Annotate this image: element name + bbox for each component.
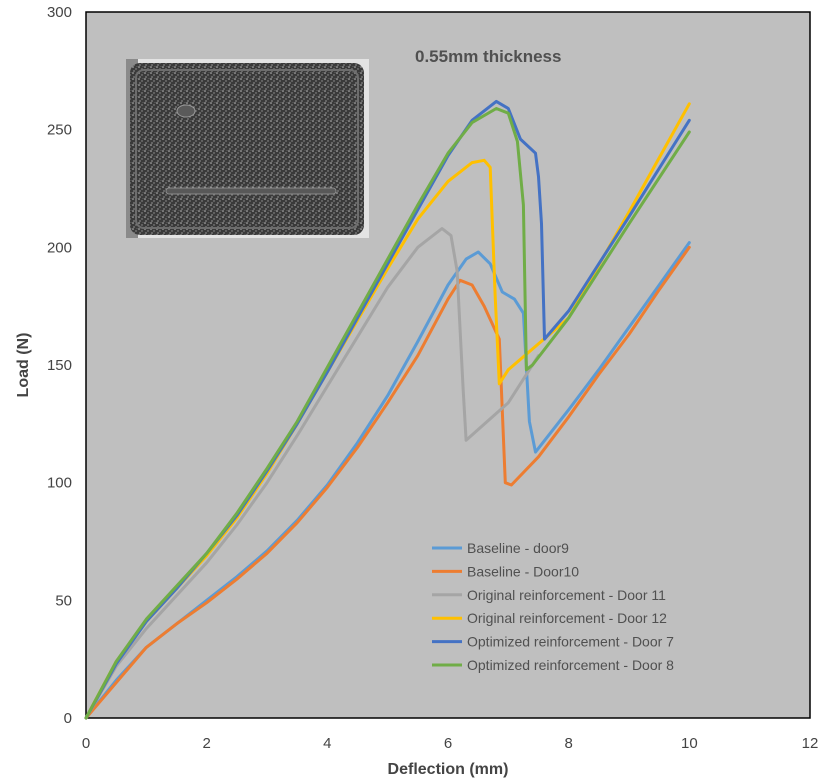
legend-label-1: Baseline - door9: [467, 540, 569, 556]
legend: Baseline - door9 Baseline - Door10 Origina…: [432, 540, 674, 673]
series-line-6: [84, 107, 691, 720]
x-tick-label: 2: [202, 735, 210, 752]
legend-label-4: Original reinforcement - Door 12: [467, 610, 667, 626]
inset-door-photo: [126, 59, 369, 238]
chart-annotation: 0.55mm thickness: [415, 47, 561, 66]
x-tick-label: 6: [444, 735, 452, 752]
series-line-2: [84, 245, 691, 720]
y-axis-title: Load (N): [15, 333, 32, 398]
y-tick-label: 200: [47, 239, 72, 256]
x-tick-label: 4: [323, 735, 331, 752]
legend-label-5: Optimized reinforcement - Door 7: [467, 634, 674, 650]
y-tick-label: 300: [47, 4, 72, 21]
legend-label-2: Baseline - Door10: [467, 563, 579, 579]
legend-label-6: Optimized reinforcement - Door 8: [467, 657, 674, 673]
x-tick-label: 12: [802, 735, 819, 752]
series-group: [84, 99, 691, 720]
x-tick-label: 10: [681, 735, 698, 752]
y-tick-label: 150: [47, 357, 72, 374]
y-tick-label: 250: [47, 122, 72, 139]
x-tick-label: 0: [82, 735, 90, 752]
x-tick-label: 8: [564, 735, 572, 752]
legend-label-3: Original reinforcement - Door 11: [467, 587, 666, 603]
x-axis-title: Deflection (mm): [388, 761, 509, 778]
y-tick-label: 0: [64, 710, 72, 727]
y-tick-label: 50: [55, 592, 72, 609]
series-line-3: [84, 227, 540, 720]
y-tick-label: 100: [47, 475, 72, 492]
